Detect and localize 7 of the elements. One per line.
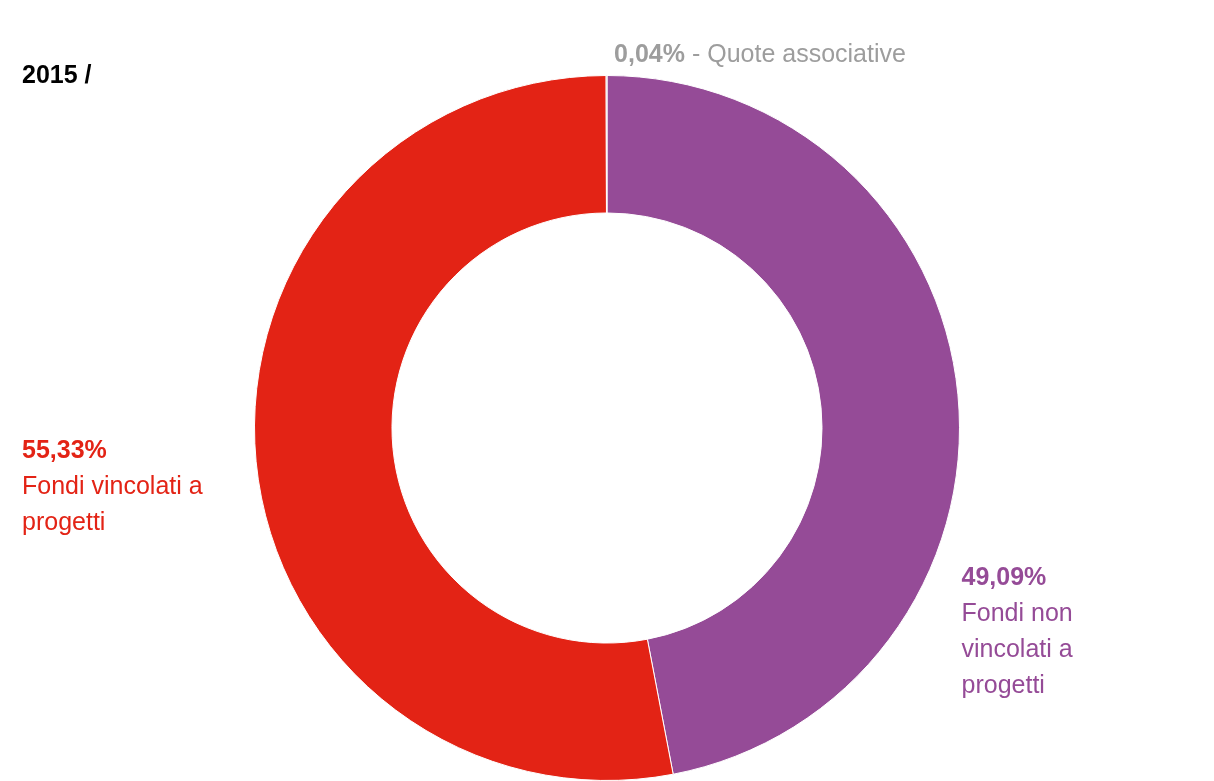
data-label: 49,09% — [961, 561, 1047, 590]
slice-label: - Quote associative — [684, 38, 906, 67]
data-label: 0,04% — [614, 38, 685, 67]
text: 2015 / — [22, 60, 92, 89]
data-label: 55,33% — [22, 435, 107, 464]
slice-label: Fondi vincolati a progetti — [22, 471, 203, 536]
slice-label: Fondi non vincolati a progetti — [961, 597, 1073, 698]
